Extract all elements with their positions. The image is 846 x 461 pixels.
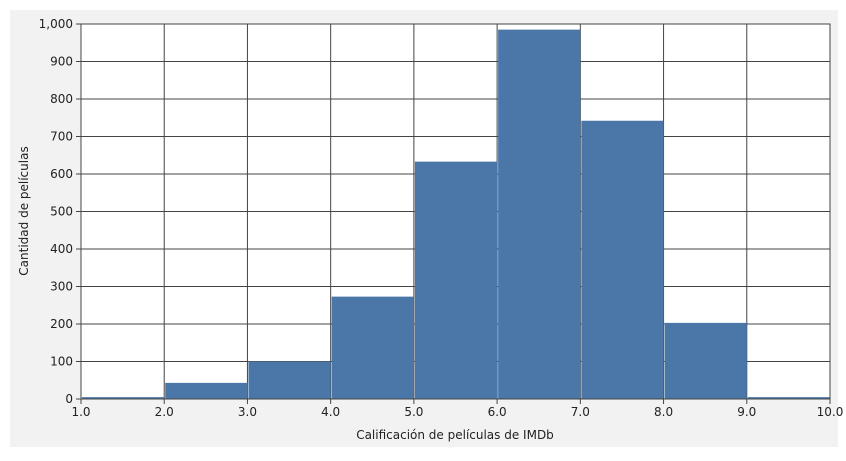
y-tick-label: 600 — [50, 167, 73, 181]
x-tick-labels: 1.0 2.0 3.0 4.0 5.0 6.0 7.0 8.0 9.0 10.0 — [71, 405, 843, 419]
y-tick-label: 300 — [50, 280, 73, 294]
histogram-bar — [747, 397, 830, 399]
axes-group — [76, 23, 831, 404]
x-tick-label: 9.0 — [737, 405, 756, 419]
x-tick-label: 5.0 — [404, 405, 423, 419]
y-tick-label: 500 — [50, 205, 73, 219]
y-tick-label: 800 — [50, 92, 73, 106]
bars-group — [82, 29, 830, 399]
y-tick-label: 100 — [50, 355, 73, 369]
x-tick-label: 3.0 — [238, 405, 257, 419]
x-tick-label: 8.0 — [654, 405, 673, 419]
x-tick-label: 1.0 — [71, 405, 90, 419]
x-tick-label: 7.0 — [571, 405, 590, 419]
histogram-bar — [165, 382, 248, 399]
histogram-bar — [331, 296, 414, 399]
histogram-bar — [498, 29, 581, 399]
x-tick-label: 4.0 — [321, 405, 340, 419]
histogram-bar — [581, 120, 664, 399]
histogram-bar — [248, 361, 331, 399]
histogram-bar — [664, 322, 747, 399]
histogram-bar — [82, 397, 165, 399]
x-axis-title: Calificación de películas de IMDb — [356, 428, 554, 442]
y-tick-label: 700 — [50, 130, 73, 144]
x-tick-label: 6.0 — [488, 405, 507, 419]
y-tick-label: 200 — [50, 317, 73, 331]
x-tick-label: 2.0 — [155, 405, 174, 419]
y-tick-label: 900 — [50, 55, 73, 69]
y-tick-labels: 0 100 200 300 400 500 600 700 800 900 1,000 — [39, 17, 73, 406]
plot-border — [80, 23, 831, 400]
y-tick-label: 400 — [50, 242, 73, 256]
y-axis-title: Cantidad de películas — [17, 146, 31, 275]
histogram-bar — [414, 161, 498, 399]
x-tick-label: 10.0 — [817, 405, 844, 419]
y-tick-label: 0 — [65, 392, 73, 406]
y-tick-label: 1,000 — [39, 17, 73, 31]
